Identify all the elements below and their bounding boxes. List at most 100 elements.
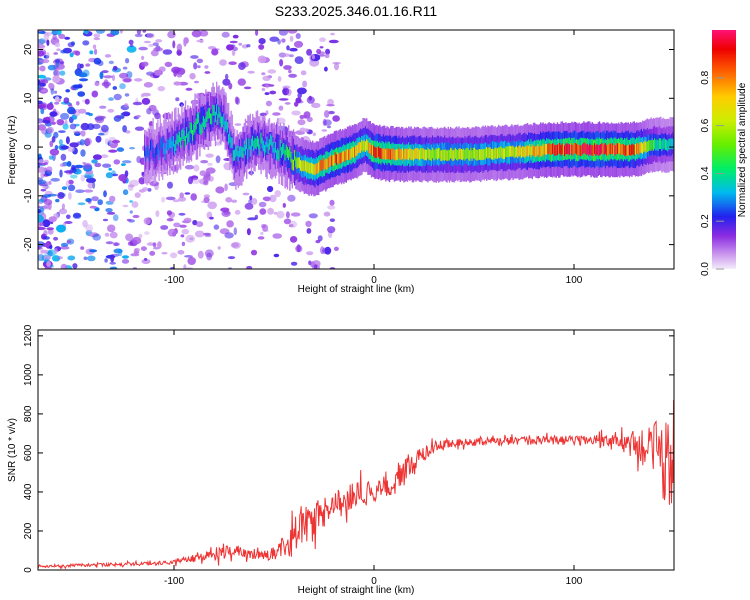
heatmap-cell bbox=[49, 111, 58, 117]
heatmap-cell bbox=[457, 150, 459, 161]
heatmap-cell bbox=[66, 161, 72, 167]
heatmap-cell bbox=[628, 144, 631, 156]
heatmap-cell bbox=[235, 151, 237, 173]
heatmap-cell bbox=[644, 140, 646, 152]
heatmap-cell bbox=[43, 236, 50, 240]
heatmap-cell bbox=[458, 148, 460, 160]
heatmap-cell bbox=[121, 259, 130, 264]
heatmap-cell bbox=[543, 146, 545, 157]
heatmap-cell bbox=[271, 135, 273, 147]
heatmap-cell bbox=[504, 148, 506, 160]
heatmap-cell bbox=[147, 144, 149, 156]
heatmap-cell bbox=[441, 149, 443, 161]
heatmap-cell bbox=[231, 49, 236, 56]
heatmap-cell bbox=[53, 52, 58, 55]
heatmap-cell bbox=[482, 149, 484, 161]
heatmap-cell bbox=[138, 189, 146, 193]
heatmap-cell bbox=[286, 148, 289, 171]
heatmap-cell bbox=[302, 80, 308, 88]
heatmap-cell bbox=[210, 92, 212, 128]
heatmap-cell bbox=[316, 48, 322, 55]
heatmap-cell bbox=[46, 52, 50, 60]
heatmap-cell bbox=[537, 144, 539, 155]
heatmap-cell bbox=[193, 124, 195, 135]
heatmap-cell bbox=[427, 147, 429, 159]
heatmap-cell bbox=[124, 170, 129, 178]
heatmap-cell bbox=[532, 145, 535, 157]
heatmap-cell bbox=[160, 137, 163, 149]
heatmap-cell bbox=[162, 49, 173, 55]
heatmap-cell bbox=[59, 70, 66, 76]
heatmap-cell bbox=[184, 254, 193, 258]
heatmap-cell bbox=[40, 171, 45, 178]
heatmap-cell bbox=[565, 143, 567, 155]
spectrogram-heatmap bbox=[38, 30, 674, 269]
heatmap-cell bbox=[324, 110, 330, 118]
heatmap-cell bbox=[570, 142, 572, 154]
heatmap-cell bbox=[264, 198, 271, 202]
heatmap-cell bbox=[93, 33, 101, 38]
heatmap-cell bbox=[402, 148, 404, 159]
heatmap-cell bbox=[218, 107, 220, 130]
heatmap-cell bbox=[289, 47, 298, 52]
heatmap-cell bbox=[398, 147, 400, 159]
heatmap-cell bbox=[492, 148, 494, 160]
heatmap-cell bbox=[140, 93, 145, 98]
heatmap-cell bbox=[171, 165, 178, 172]
heatmap-cell bbox=[197, 65, 201, 69]
heatmap-cell bbox=[380, 148, 382, 159]
heatmap-cell bbox=[75, 189, 85, 193]
heatmap-cell bbox=[450, 147, 452, 159]
heatmap-cell bbox=[187, 257, 196, 265]
heatmap-cell bbox=[136, 156, 142, 164]
heatmap-cell bbox=[43, 254, 52, 260]
heatmap-cell bbox=[38, 254, 45, 262]
heatmap-cell bbox=[138, 233, 143, 239]
heatmap-cell bbox=[643, 141, 645, 153]
heatmap-cell bbox=[410, 149, 412, 160]
heatmap-cell bbox=[379, 148, 381, 159]
heatmap-cell bbox=[99, 105, 107, 109]
heatmap-cell bbox=[367, 140, 369, 152]
y-tick-label: 0 bbox=[23, 144, 34, 150]
heatmap-cell bbox=[618, 143, 620, 155]
heatmap-cell bbox=[556, 144, 559, 156]
heatmap-cell bbox=[112, 173, 119, 177]
heatmap-cell bbox=[329, 199, 335, 206]
heatmap-cell bbox=[476, 150, 478, 161]
heatmap-cell bbox=[146, 108, 152, 115]
heatmap-cell bbox=[49, 148, 60, 156]
heatmap-cell bbox=[541, 145, 543, 157]
snr-plot-area bbox=[38, 330, 674, 570]
y-tick-label: 20 bbox=[23, 44, 34, 56]
heatmap-cell bbox=[225, 73, 229, 80]
heatmap-cell bbox=[103, 75, 113, 79]
heatmap-cell bbox=[40, 249, 49, 254]
heatmap-cell bbox=[46, 249, 57, 257]
heatmap-cell bbox=[274, 142, 277, 153]
heatmap-cell bbox=[376, 146, 379, 158]
heatmap-cell bbox=[332, 115, 340, 122]
heatmap-cell bbox=[84, 98, 90, 105]
heatmap-cell bbox=[507, 146, 509, 158]
heatmap-cell bbox=[85, 112, 91, 115]
heatmap-cell bbox=[232, 34, 239, 39]
heatmap-cell bbox=[329, 218, 335, 222]
heatmap-cell bbox=[85, 198, 92, 203]
heatmap-cell bbox=[228, 82, 233, 90]
heatmap-cell bbox=[294, 150, 296, 186]
heatmap-cell bbox=[38, 214, 44, 223]
colorbar-ticks: 0.0 0.2 0.4 0.6 0.8 bbox=[700, 70, 724, 276]
heatmap-cell bbox=[38, 66, 45, 71]
heatmap-cell bbox=[144, 231, 150, 236]
heatmap-cell bbox=[280, 147, 283, 158]
heatmap-cell bbox=[343, 150, 345, 162]
heatmap-cell bbox=[366, 139, 368, 150]
heatmap-cell bbox=[237, 150, 239, 162]
heatmap-cell bbox=[157, 86, 166, 92]
heatmap-cell bbox=[345, 149, 347, 161]
heatmap-cell bbox=[231, 199, 238, 203]
heatmap-cell bbox=[265, 110, 269, 115]
heatmap-cell bbox=[300, 160, 302, 171]
heatmap-cell bbox=[138, 46, 148, 51]
